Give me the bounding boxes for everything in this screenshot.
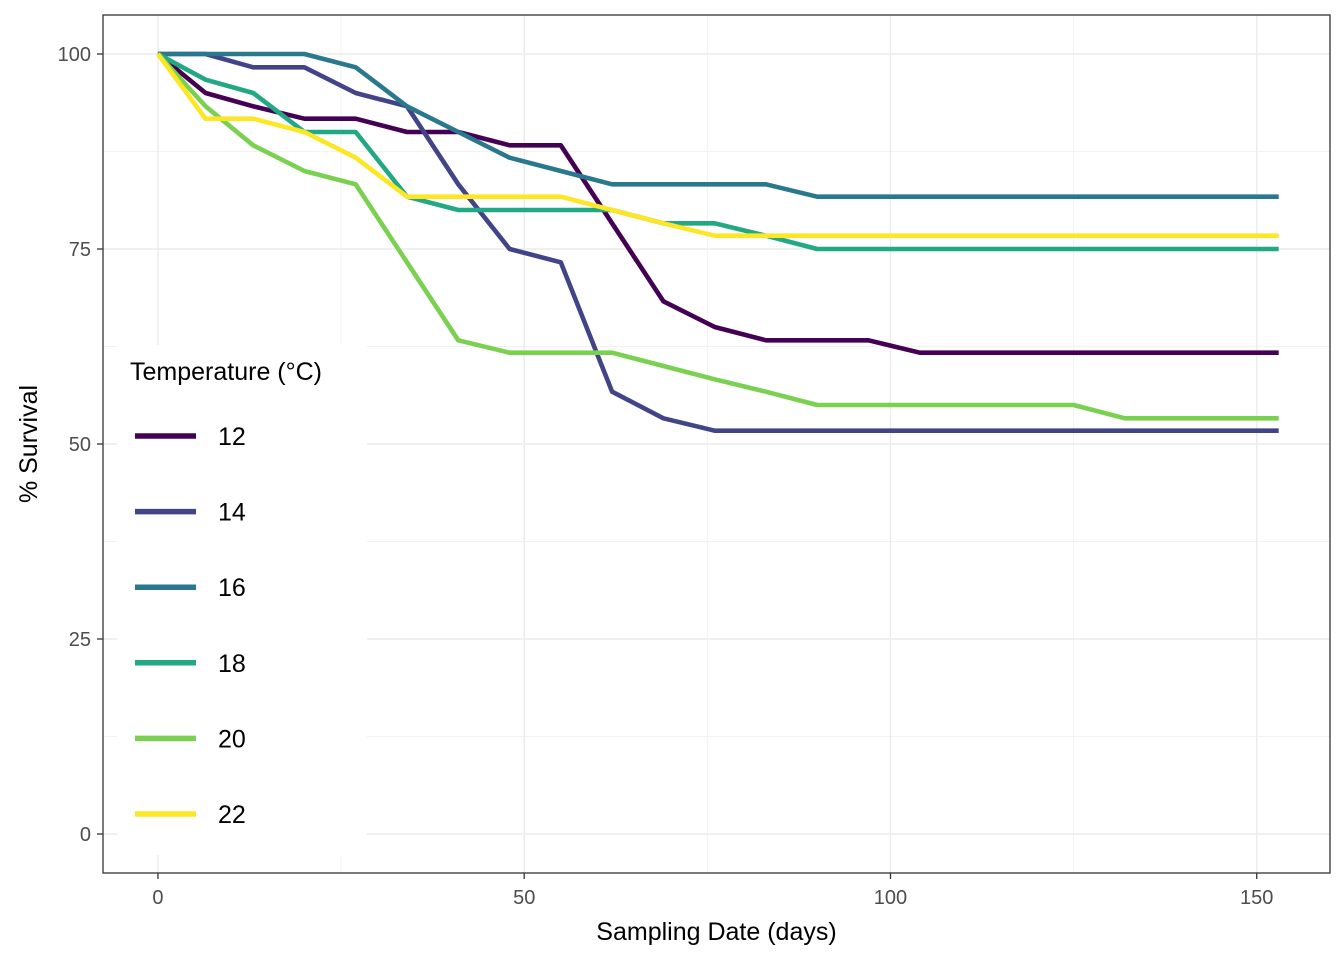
legend-label-12: 12 (218, 423, 246, 451)
y-tick-label: 25 (69, 629, 91, 651)
legend: Temperature (°C) 12 14 16 18 20 22 (128, 358, 322, 851)
y-axis-title: % Survival (15, 385, 43, 503)
series-line-14 (157, 51, 1279, 434)
series-lines (156, 51, 1279, 434)
legend-label-14: 14 (218, 499, 246, 527)
series-line-22 (156, 52, 1279, 238)
series-line-18 (156, 51, 1279, 252)
x-tick-label: 0 (152, 887, 163, 909)
y-tick-label: 75 (69, 239, 91, 261)
y-tick-label: 0 (80, 824, 91, 846)
y-tick-label: 100 (58, 44, 91, 66)
legend-label-16: 16 (218, 574, 246, 602)
legend-label-20: 20 (218, 725, 246, 753)
x-tick-label: 50 (513, 887, 535, 909)
axis-ticks: 0 50 100 150 0 25 50 75 100 (58, 44, 1274, 909)
legend-label-22: 22 (218, 801, 246, 829)
legend-label-18: 18 (218, 650, 246, 678)
x-tick-label: 150 (1240, 887, 1273, 909)
legend-title: Temperature (°C) (130, 358, 322, 386)
series-line-16 (157, 51, 1279, 199)
x-axis-title: Sampling Date (days) (596, 918, 836, 946)
series-line-20 (156, 52, 1279, 421)
series-line-12 (156, 52, 1279, 356)
x-tick-label: 100 (874, 887, 907, 909)
y-tick-label: 50 (69, 434, 91, 456)
